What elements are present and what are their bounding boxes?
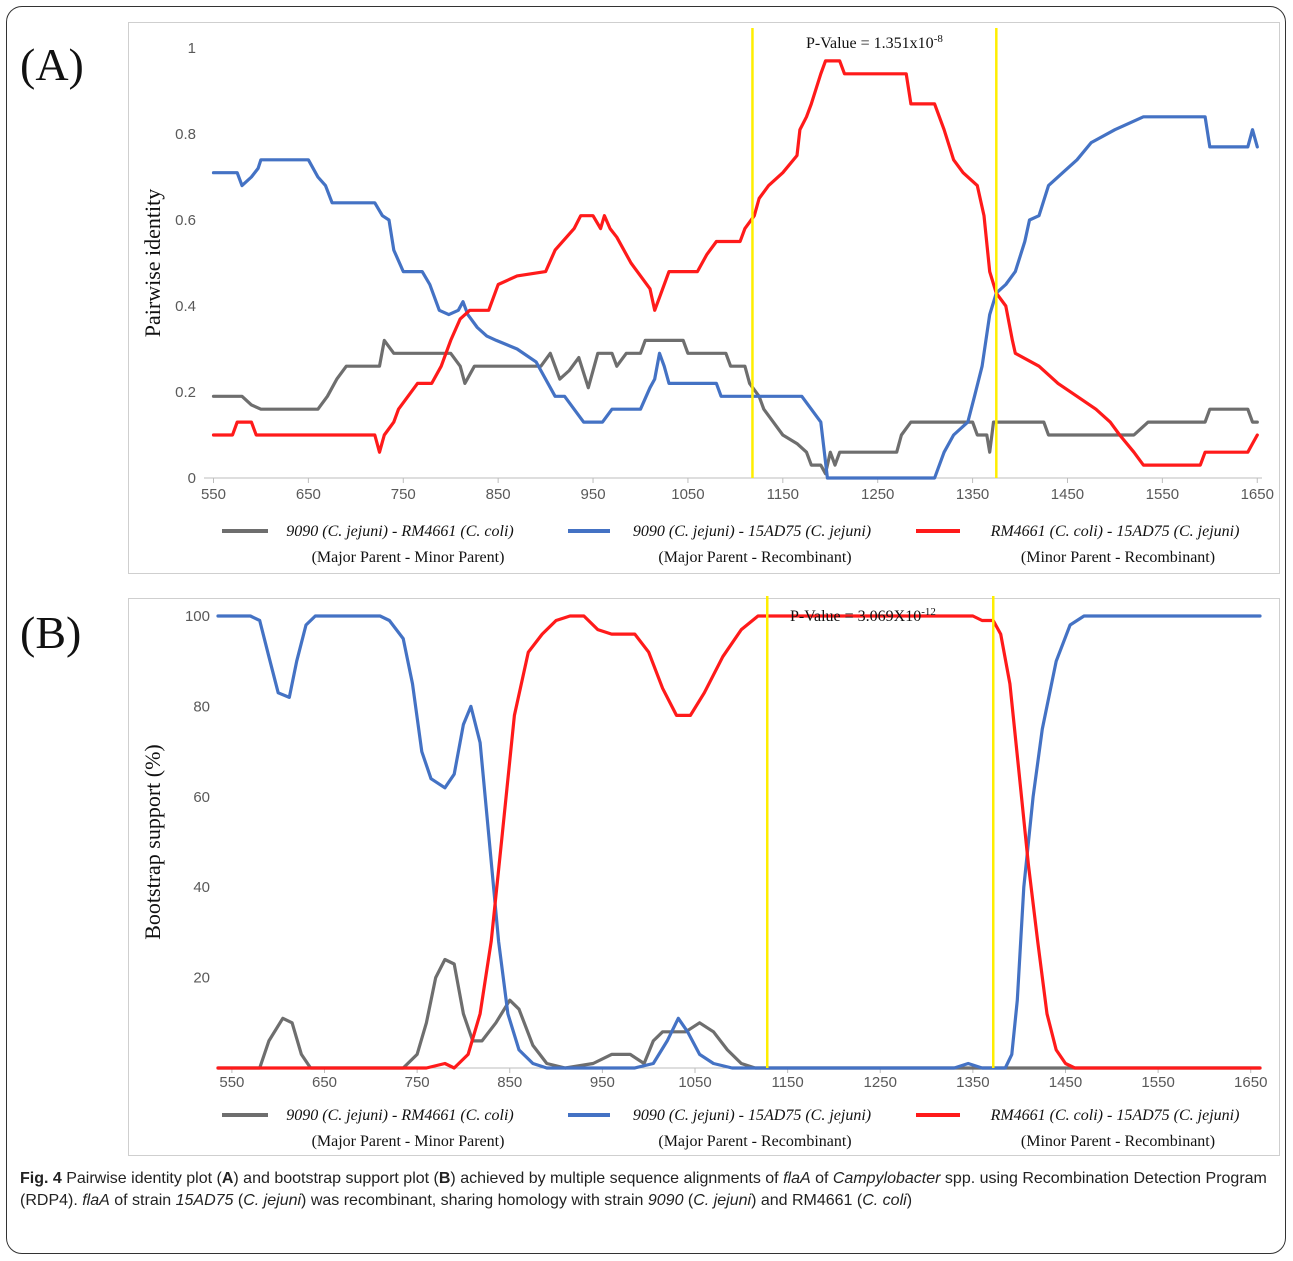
p-value-exponent: -8	[934, 33, 944, 45]
caption-text: (	[683, 1192, 694, 1209]
legend-sublabel: (Major Parent - Minor Parent)	[312, 1133, 505, 1150]
y-tick-label: 1	[188, 40, 196, 57]
x-tick-label: 1350	[956, 486, 989, 503]
series-line-red	[216, 614, 1262, 1070]
caption-text: of strain	[109, 1192, 176, 1209]
x-tick-label: 550	[201, 486, 226, 503]
y-tick-label: 40	[193, 879, 210, 896]
x-tick-label: 1350	[956, 1074, 989, 1091]
x-tick-label: 1050	[678, 1074, 711, 1091]
x-tick-label: 1150	[767, 486, 799, 503]
caption-strain: 15AD75	[175, 1192, 234, 1209]
legend-sublabel: (Minor Parent - Recombinant)	[1021, 1133, 1215, 1150]
x-tick-label: 850	[497, 1074, 522, 1091]
caption-text: )	[906, 1192, 913, 1209]
figure-frame	[6, 6, 1286, 1254]
x-tick-label: 1250	[861, 486, 894, 503]
caption-text: ) and RM4661 (	[751, 1192, 863, 1209]
caption-text: ) was recombinant, sharing homology with…	[301, 1192, 648, 1209]
caption-text: (	[233, 1192, 244, 1209]
caption-text: of	[810, 1170, 833, 1187]
series-line-gray	[211, 338, 1259, 476]
legend-label: RM4661 (C. coli) - 15AD75 (C. jejuni)	[990, 1107, 1240, 1124]
y-tick-label: 0	[188, 470, 196, 487]
legend-sublabel: (Major Parent - Recombinant)	[658, 549, 851, 566]
y-tick-label: 0.4	[175, 298, 196, 315]
legend-sublabel: (Minor Parent - Recombinant)	[1021, 549, 1215, 566]
series-line-gray	[216, 957, 1262, 1070]
y-tick-label: 0.8	[175, 126, 196, 143]
x-tick-label: 550	[219, 1074, 244, 1091]
x-tick-label: 950	[590, 1074, 615, 1091]
x-tick-label: 1150	[771, 1074, 803, 1091]
x-tick-label: 1650	[1241, 486, 1274, 503]
panel-b-letter: (B)	[20, 607, 82, 658]
x-tick-label: 950	[581, 486, 606, 503]
caption-genus: Campylobacter	[832, 1170, 941, 1187]
figure-caption: Fig. 4 Pairwise identity plot (A) and bo…	[20, 1168, 1270, 1212]
caption-gene: flaA	[82, 1192, 110, 1209]
y-axis-title: Pairwise identity	[140, 189, 165, 337]
caption-species: C. coli	[862, 1192, 907, 1209]
caption-text: ) and bootstrap support plot (	[233, 1170, 439, 1187]
x-tick-label: 1250	[864, 1074, 897, 1091]
chart-b: 550 650 750 850 950 1050 1150 1250 1350 1450 1550 1…	[140, 596, 1267, 1150]
x-tick-label: 1550	[1146, 486, 1179, 503]
caption-species: C. jejuni	[243, 1192, 302, 1209]
x-tick-label: 1450	[1049, 1074, 1082, 1091]
x-tick-label: 750	[391, 486, 416, 503]
x-tick-label: 750	[405, 1074, 430, 1091]
series-line-blue	[216, 614, 1262, 1070]
y-tick-label: 100	[185, 608, 210, 625]
y-tick-label: 0.6	[175, 212, 196, 229]
x-tick-label: 1450	[1051, 486, 1084, 503]
legend-label: 9090 (C. jejuni) - RM4661 (C. coli)	[286, 1107, 514, 1124]
y-axis-title: Bootstrap support (%)	[140, 744, 165, 940]
y-tick-label: 20	[193, 970, 210, 987]
x-tick-label: 650	[312, 1074, 337, 1091]
caption-ref-a: A	[221, 1170, 234, 1187]
y-tick-label: 80	[193, 698, 210, 715]
series-line-blue	[211, 115, 1259, 480]
p-value-annotation: P-Value = 1.351x10-8	[806, 33, 943, 52]
caption-gene: flaA	[783, 1170, 811, 1187]
caption-species: C. jejuni	[693, 1192, 752, 1209]
legend-label: RM4661 (C. coli) - 15AD75 (C. jejuni)	[990, 523, 1240, 540]
series-line-red	[211, 59, 1259, 467]
legend-label: 9090 (C. jejuni) - 15AD75 (C. jejuni)	[633, 523, 871, 540]
legend-sublabel: (Major Parent - Minor Parent)	[312, 549, 505, 566]
legend-sublabel: (Major Parent - Recombinant)	[658, 1133, 851, 1150]
legend-label: 9090 (C. jejuni) - RM4661 (C. coli)	[286, 523, 514, 540]
p-value-exponent: -12	[921, 606, 936, 618]
y-tick-label: 60	[193, 789, 210, 806]
caption-text: spp. using Recombination Detection Progr…	[20, 1170, 1267, 1209]
panel-a-letter: (A)	[20, 39, 84, 90]
y-tick-label: 0.2	[175, 384, 196, 401]
x-tick-label: 650	[296, 486, 321, 503]
x-tick-label: 850	[486, 486, 511, 503]
caption-ref-b: B	[438, 1170, 451, 1187]
caption-label: Fig. 4	[20, 1170, 62, 1187]
x-tick-label: 1050	[671, 486, 704, 503]
chart-a: 550 650 750 850 950 1050 1150 1250 1350 1450 1550 1…	[140, 28, 1274, 566]
panel-a-frame	[128, 22, 1280, 574]
caption-text: Pairwise identity plot (	[61, 1170, 222, 1187]
legend-label: 9090 (C. jejuni) - 15AD75 (C. jejuni)	[633, 1107, 871, 1124]
x-tick-label: 1650	[1234, 1074, 1267, 1091]
p-value-annotation: P-Value = 3.069X10-12	[790, 606, 936, 625]
caption-text: ) achieved by multiple sequence alignmen…	[450, 1170, 784, 1187]
x-tick-label: 1550	[1141, 1074, 1174, 1091]
caption-strain: 9090	[647, 1192, 684, 1209]
